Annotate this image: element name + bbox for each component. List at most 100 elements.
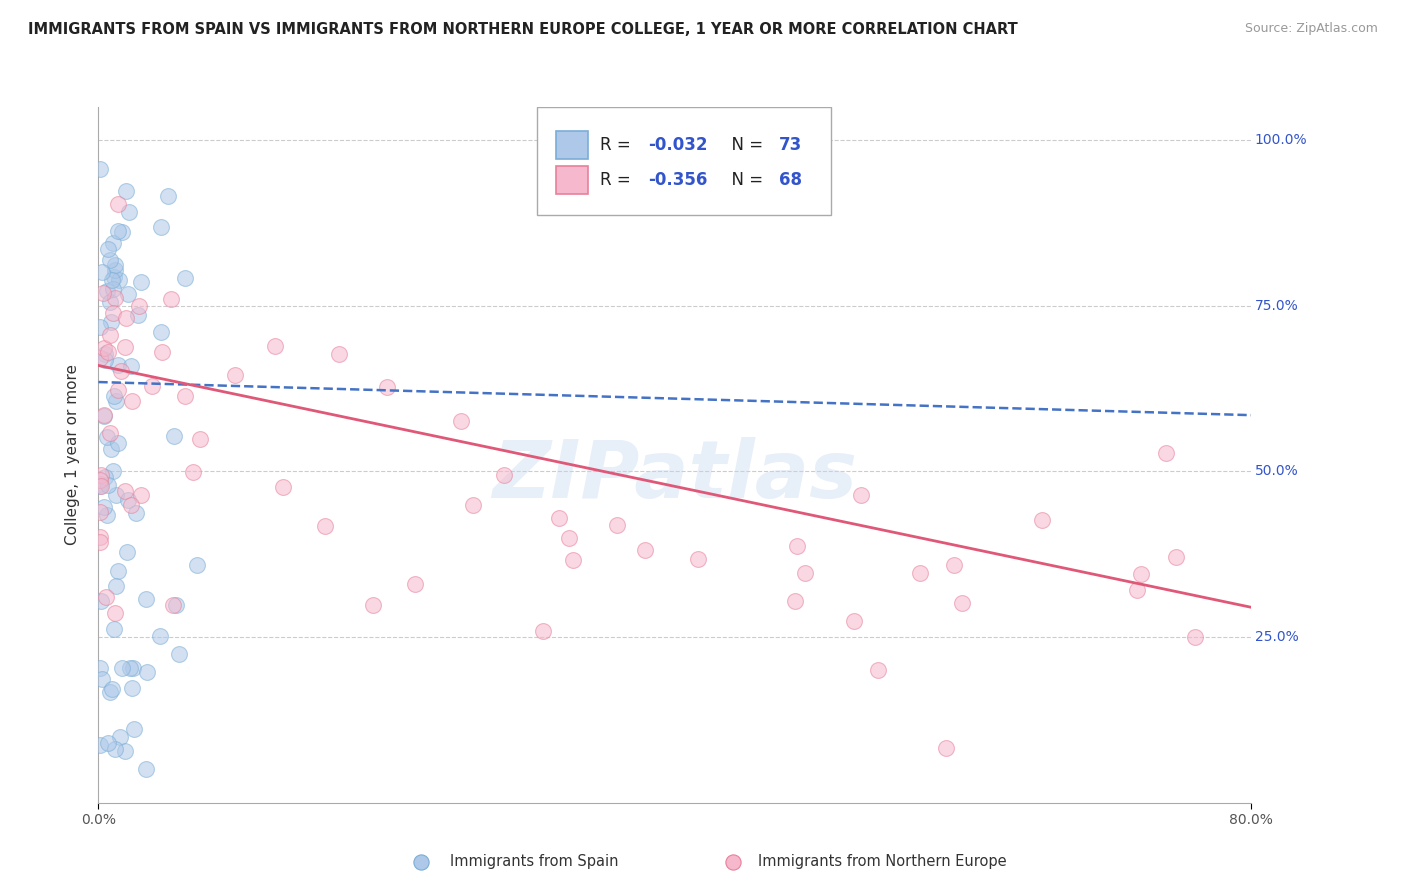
Point (844, 614, 866, 628)
Point (114, 484, 136, 499)
Point (89, 351, 111, 366)
Point (89, 505, 111, 519)
Point (174, 389, 197, 403)
Text: 68: 68 (779, 171, 801, 189)
Point (561, 553, 583, 567)
Point (105, 488, 128, 502)
FancyBboxPatch shape (537, 107, 831, 215)
Point (943, 558, 966, 572)
Point (314, 518, 336, 533)
Point (111, 225, 134, 239)
Text: IMMIGRANTS FROM SPAIN VS IMMIGRANTS FROM NORTHERN EUROPE COLLEGE, 1 YEAR OR MORE: IMMIGRANTS FROM SPAIN VS IMMIGRANTS FROM… (28, 22, 1018, 37)
Point (110, 730, 132, 744)
Point (91, 672, 114, 686)
Point (104, 742, 127, 756)
Point (1130, 566, 1153, 581)
Point (89, 661, 111, 675)
Point (1184, 630, 1206, 644)
Y-axis label: College, 1 year or more: College, 1 year or more (65, 365, 80, 545)
Point (117, 287, 139, 301)
Point (450, 414, 472, 428)
Point (101, 272, 124, 286)
Point (174, 270, 197, 285)
Point (90, 467, 112, 482)
Point (361, 599, 384, 613)
Text: 100.0%: 100.0% (1254, 133, 1308, 147)
Point (96, 508, 118, 522)
Point (104, 258, 127, 272)
Text: 50.0%: 50.0% (1254, 465, 1299, 478)
Text: N =: N = (721, 136, 768, 154)
Point (90, 479, 112, 493)
Point (100, 442, 122, 456)
Point (97, 344, 120, 359)
Point (404, 576, 426, 591)
Point (93, 342, 115, 356)
Point (688, 552, 710, 566)
Point (271, 481, 294, 495)
Point (91, 265, 114, 279)
FancyBboxPatch shape (557, 166, 589, 194)
Point (125, 506, 148, 520)
Point (93, 500, 115, 514)
Point (107, 224, 129, 238)
Point (328, 347, 350, 361)
Point (783, 594, 806, 608)
Point (181, 465, 204, 479)
Point (110, 364, 132, 378)
Point (89, 477, 111, 491)
Point (1031, 513, 1053, 527)
Point (100, 684, 122, 698)
Point (101, 306, 124, 320)
Point (93, 409, 115, 423)
Point (98, 426, 121, 441)
Point (97, 478, 120, 492)
Point (103, 270, 125, 285)
Point (786, 539, 808, 553)
Point (935, 740, 957, 755)
Point (224, 368, 246, 382)
Point (90, 594, 112, 608)
Point (111, 660, 134, 674)
Point (606, 518, 628, 533)
Point (89, 319, 111, 334)
Text: 75.0%: 75.0% (1254, 299, 1299, 313)
Point (94, 470, 117, 484)
Point (104, 263, 127, 277)
Point (156, 188, 179, 202)
Text: Immigrants from Spain: Immigrants from Spain (450, 855, 619, 870)
Point (149, 325, 172, 339)
Point (121, 393, 143, 408)
Point (107, 435, 129, 450)
Point (135, 592, 157, 607)
Text: -0.032: -0.032 (648, 136, 707, 154)
Point (96, 429, 118, 443)
Point (103, 606, 125, 620)
Text: 25.0%: 25.0% (1254, 630, 1299, 644)
Point (93, 347, 115, 361)
Point (98, 327, 121, 342)
Point (107, 197, 129, 211)
Point (124, 723, 146, 737)
Point (107, 358, 129, 372)
Text: R =: R = (600, 171, 636, 189)
Point (115, 544, 138, 558)
Point (101, 282, 124, 296)
Point (131, 488, 153, 502)
Point (98, 252, 121, 267)
Point (107, 564, 129, 578)
Point (93, 409, 115, 423)
Point (866, 663, 889, 677)
Text: ZIPatlas: ZIPatlas (492, 437, 858, 515)
Point (908, 566, 931, 580)
Point (167, 647, 190, 661)
Point (100, 315, 122, 329)
Text: Immigrants from Northern Europe: Immigrants from Northern Europe (758, 855, 1007, 870)
Point (557, 532, 579, 546)
Point (121, 681, 143, 695)
Point (94, 590, 117, 604)
Point (91, 286, 114, 301)
Point (120, 499, 142, 513)
Point (149, 220, 172, 235)
Point (89, 473, 111, 487)
